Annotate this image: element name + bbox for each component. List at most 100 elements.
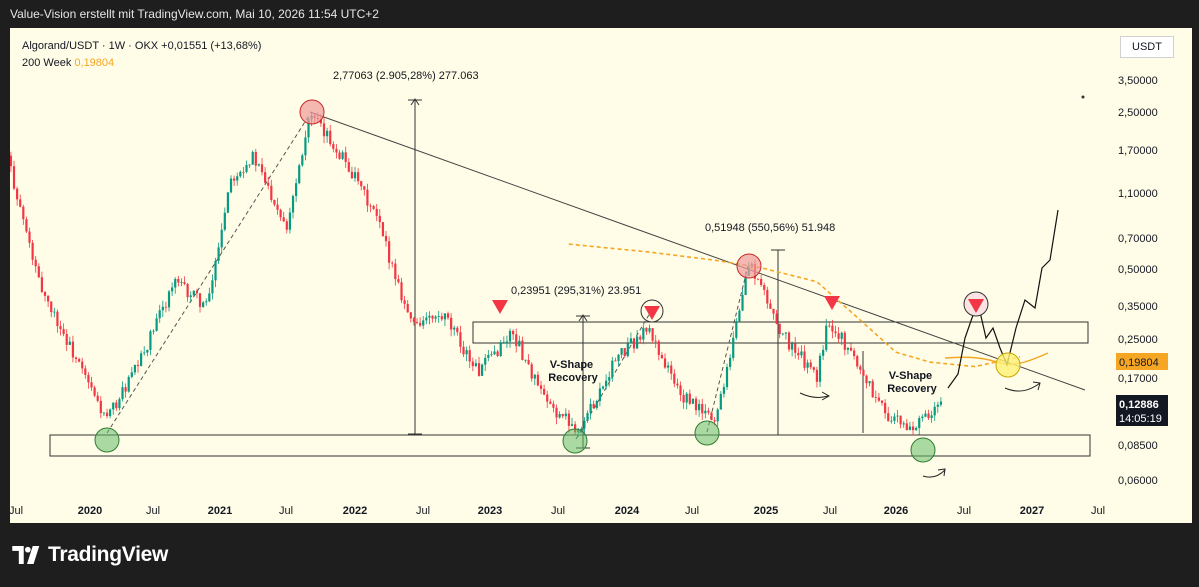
candle — [787, 332, 791, 350]
candle — [601, 386, 605, 389]
price-axis-svg: 3,50000 2,50000 1,70000 1,10000 0,70000 0,500… — [1116, 75, 1168, 487]
time-tick-label: 2026 — [884, 505, 908, 517]
candle — [918, 417, 921, 428]
candle — [890, 420, 893, 422]
candle — [667, 365, 670, 368]
time-axis: Jul 2020 Jul 2021 Jul 2022 Jul 2023 Jul 2024 Jul 20… — [10, 505, 1105, 517]
candle — [205, 301, 208, 303]
candle — [648, 328, 651, 332]
candle — [608, 377, 611, 381]
candle — [270, 185, 273, 201]
candle — [384, 236, 388, 242]
candle — [834, 331, 837, 334]
candle — [660, 354, 664, 359]
price-tick-label: 1,70000 — [1118, 145, 1158, 157]
candle — [369, 205, 372, 207]
yellow-circle-2026[interactable] — [995, 352, 1021, 378]
candle — [539, 385, 543, 389]
candle — [174, 278, 177, 288]
red-triangle-marker-4[interactable] — [963, 291, 989, 317]
green-circle-2020[interactable] — [94, 427, 120, 453]
candle — [605, 380, 608, 387]
candle — [443, 313, 447, 320]
candle — [208, 293, 211, 302]
annotation-measure-3: 0,23951 (295,31%) 23.951 — [511, 285, 641, 297]
candle — [428, 315, 431, 318]
red-circle-2021-top[interactable] — [299, 99, 325, 125]
candle — [781, 333, 784, 335]
candle — [778, 323, 781, 335]
candle — [242, 171, 245, 173]
red-triangle-marker-1[interactable] — [492, 300, 508, 314]
candle — [409, 312, 412, 319]
candle — [896, 415, 899, 417]
candle — [840, 332, 843, 339]
measure-tool-1[interactable] — [408, 98, 422, 435]
candle — [217, 247, 220, 261]
candle — [670, 365, 673, 374]
currency-button[interactable]: USDT — [1120, 36, 1174, 58]
right-edge — [1192, 28, 1199, 523]
candle — [592, 403, 595, 409]
time-tick-label: Jul — [685, 505, 699, 517]
candle — [732, 337, 735, 358]
candle — [722, 387, 726, 394]
candle — [586, 412, 589, 421]
candle — [19, 199, 22, 207]
candle — [508, 330, 512, 342]
candle — [282, 217, 285, 222]
time-tick-label: Jul — [957, 505, 971, 517]
price-axis[interactable]: 3,50000 2,50000 1,70000 1,10000 0,70000 0,500… — [1110, 28, 1192, 523]
candle — [908, 426, 912, 431]
candle — [530, 364, 533, 379]
candle — [911, 426, 915, 431]
chart-area[interactable]: 2,77063 (2.905,28%) 277.063 0,51948 (550… — [10, 28, 1110, 523]
candle — [831, 325, 834, 332]
candle — [50, 301, 53, 313]
candle — [264, 172, 267, 183]
green-circle-2023[interactable] — [562, 428, 588, 454]
candle — [853, 350, 856, 357]
candle — [933, 406, 936, 416]
candle — [74, 357, 78, 360]
candle — [65, 334, 68, 345]
candle — [124, 387, 127, 392]
green-circle-2026[interactable] — [910, 437, 936, 463]
candle — [843, 332, 846, 350]
red-triangle-marker-2[interactable] — [640, 299, 664, 323]
candle — [400, 282, 403, 301]
resistance-zone[interactable] — [472, 321, 1089, 344]
candle — [186, 283, 189, 298]
candle — [688, 393, 691, 404]
candle — [341, 152, 344, 159]
candle — [676, 383, 679, 386]
time-tick-label: 2025 — [754, 505, 778, 517]
curved-arrow-3-head — [1032, 381, 1041, 391]
candle — [766, 289, 769, 304]
curved-arrow-2-head — [937, 468, 946, 477]
candle — [112, 402, 115, 410]
trend-line[interactable] — [309, 111, 1086, 391]
red-triangle-marker-3[interactable] — [824, 296, 840, 310]
price-chart[interactable]: 2,77063 (2.905,28%) 277.063 0,51948 (550… — [10, 28, 1110, 523]
candle — [233, 178, 236, 181]
red-circle-2024-top[interactable] — [736, 253, 762, 279]
candle — [772, 308, 775, 314]
candle — [899, 415, 902, 425]
candle — [884, 402, 887, 414]
current-price-badge — [1116, 395, 1168, 426]
candle — [701, 403, 704, 414]
candle — [921, 416, 924, 418]
candle — [691, 398, 695, 404]
candle — [10, 155, 13, 167]
candle — [245, 164, 248, 172]
measure-tool-2[interactable] — [771, 249, 785, 435]
candle — [760, 279, 763, 285]
green-circle-2024[interactable] — [694, 420, 720, 446]
price-tick-label: 0,70000 — [1118, 233, 1158, 245]
forecast-path — [947, 209, 1059, 389]
candle — [725, 366, 729, 388]
candle — [136, 364, 140, 366]
ma-label: 200 Week — [22, 57, 72, 69]
candle — [614, 360, 617, 362]
